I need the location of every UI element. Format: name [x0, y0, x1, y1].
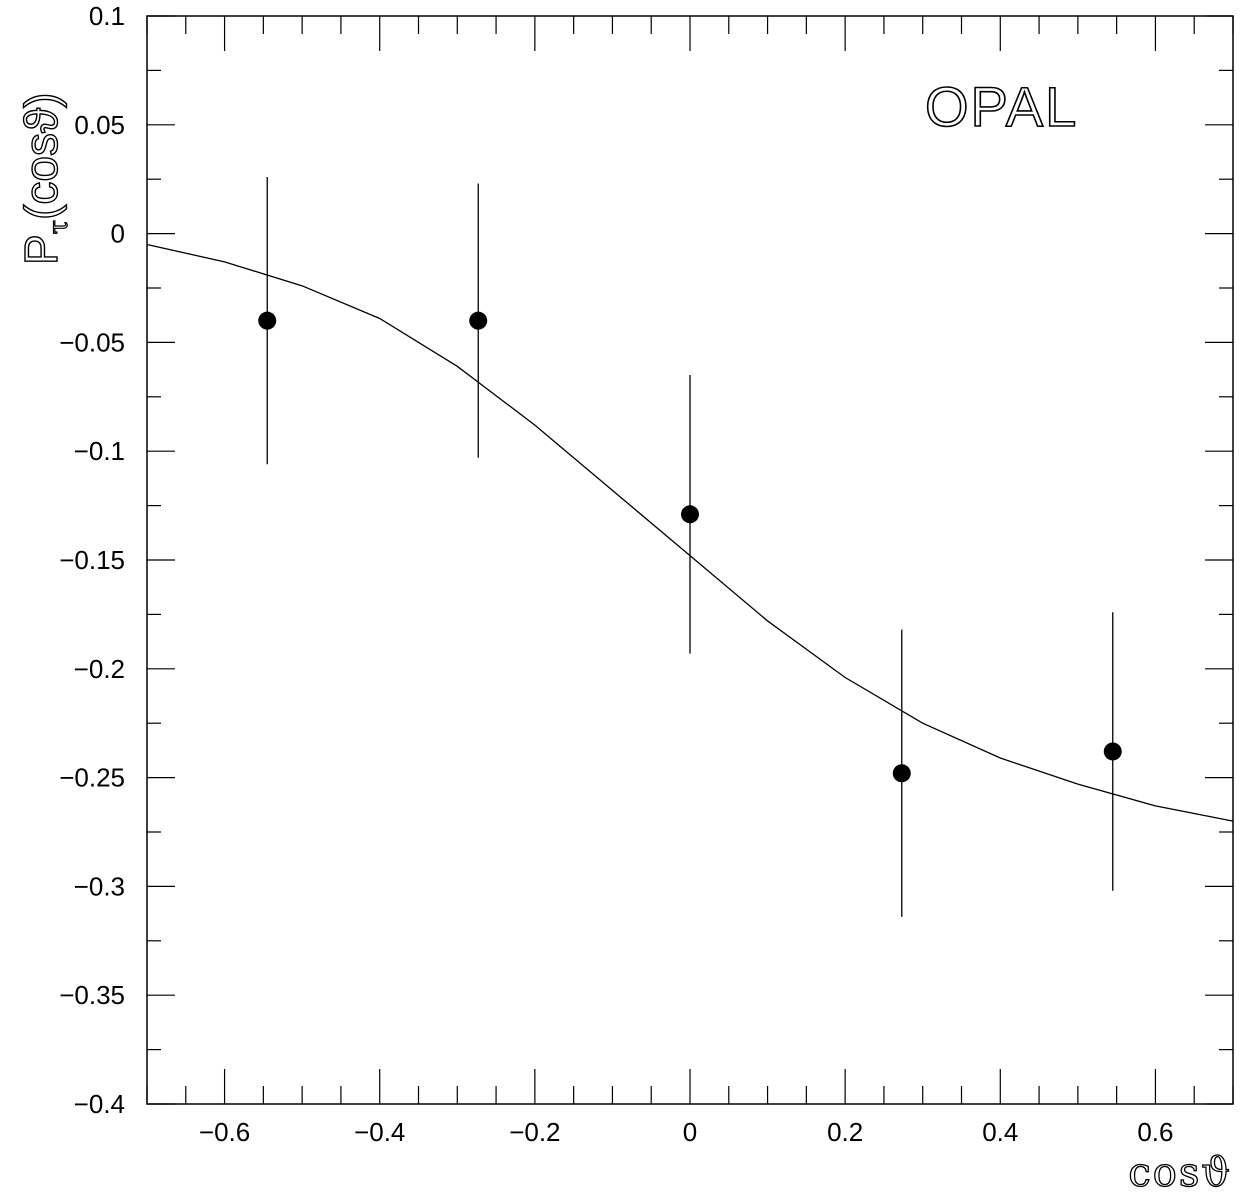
- x-tick-label: 0.2: [827, 1117, 863, 1147]
- x-tick-label: 0.4: [982, 1117, 1018, 1147]
- x-tick-label: 0: [683, 1117, 697, 1147]
- data-point: [681, 505, 699, 524]
- data-point: [892, 764, 911, 783]
- y-tick-labels: 0.1 0.05 0 −0.05 −0.1 −0.15 −0.2 −0.25 −0.3 −0.35…: [59, 1, 125, 1119]
- data-point-group: [1103, 612, 1122, 891]
- y-tick-label: 0: [111, 219, 125, 249]
- y-tick-label: −0.2: [74, 654, 125, 684]
- data-point-group: [469, 183, 488, 458]
- y-tick-label: −0.05: [59, 327, 125, 357]
- opal-annotation: OPAL: [925, 75, 1078, 138]
- data-point-group: [258, 177, 277, 465]
- y-tick-label: −0.25: [59, 763, 125, 793]
- y-axis-title-main: P: [15, 234, 67, 265]
- x-tick-label: −0.2: [509, 1117, 560, 1147]
- y-axis-title-arg: (cosϑ): [15, 93, 67, 220]
- data-point-group: [681, 375, 699, 654]
- data-points-layer: [258, 177, 1122, 917]
- data-point-group: [892, 629, 911, 917]
- x-axis-title: cosϑ: [1128, 1150, 1232, 1192]
- axis-ticks: [146, 15, 1234, 1105]
- y-tick-label: 0.05: [74, 110, 125, 140]
- svg-text:Pτ(cosϑ): Pτ(cosϑ): [15, 93, 74, 265]
- x-tick-labels: −0.6 −0.4 −0.2 0 0.2 0.4 0.6: [199, 1117, 1174, 1147]
- data-point: [1103, 742, 1122, 761]
- y-axis-title-sub: τ: [44, 220, 74, 234]
- y-tick-label: 0.1: [89, 1, 125, 31]
- y-tick-label: −0.35: [59, 980, 125, 1010]
- y-tick-label: −0.1: [74, 436, 125, 466]
- y-tick-label: −0.15: [59, 545, 125, 575]
- y-tick-label: −0.3: [74, 871, 125, 901]
- x-tick-label: −0.4: [354, 1117, 405, 1147]
- y-tick-label: −0.4: [74, 1089, 125, 1119]
- data-point: [258, 311, 277, 330]
- data-point: [469, 311, 488, 330]
- x-tick-label: −0.6: [199, 1117, 250, 1147]
- x-tick-label: 0.6: [1137, 1117, 1173, 1147]
- y-axis-title: Pτ(cosϑ): [14, 92, 74, 266]
